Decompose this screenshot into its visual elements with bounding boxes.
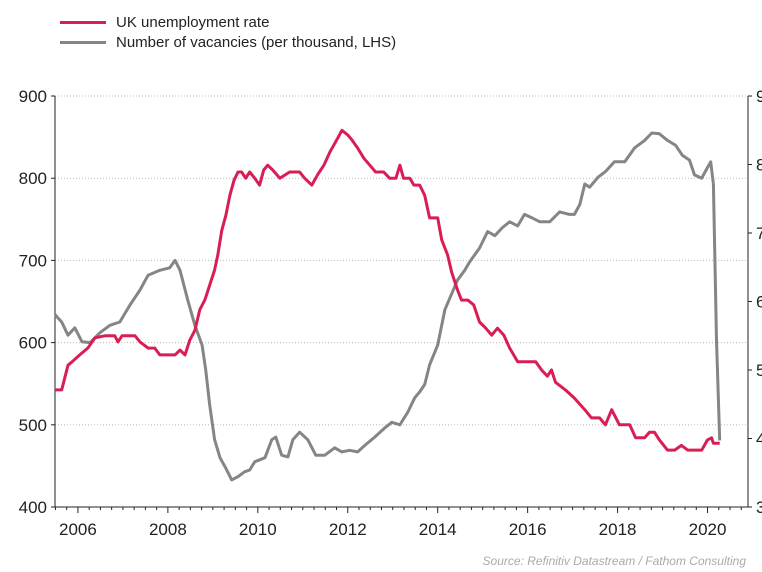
y-left-tick-label: 800 bbox=[19, 169, 47, 188]
y-right-tick-label: 9 bbox=[756, 87, 762, 106]
x-tick-label: 2014 bbox=[419, 520, 457, 539]
y-right-tick-label: 5 bbox=[756, 361, 762, 380]
y-right-tick-label: 7 bbox=[756, 224, 762, 243]
y-left-tick-label: 700 bbox=[19, 251, 47, 270]
x-tick-label: 2020 bbox=[689, 520, 727, 539]
legend: UK unemployment rate Number of vacancies… bbox=[60, 12, 396, 52]
legend-swatch-vacancies bbox=[60, 40, 106, 44]
x-tick-label: 2016 bbox=[509, 520, 547, 539]
y-right-tick-label: 4 bbox=[756, 430, 762, 449]
y-left-tick-label: 400 bbox=[19, 498, 47, 517]
y-right-tick-label: 6 bbox=[756, 293, 762, 312]
y-left-tick-label: 500 bbox=[19, 416, 47, 435]
legend-item-vacancies: Number of vacancies (per thousand, LHS) bbox=[60, 32, 396, 52]
legend-label-unemployment: UK unemployment rate bbox=[116, 13, 270, 31]
x-tick-label: 2012 bbox=[329, 520, 367, 539]
legend-item-unemployment: UK unemployment rate bbox=[60, 12, 396, 32]
y-left-tick-label: 900 bbox=[19, 87, 47, 106]
legend-label-vacancies: Number of vacancies (per thousand, LHS) bbox=[116, 33, 397, 51]
x-tick-label: 2010 bbox=[239, 520, 277, 539]
x-tick-label: 2006 bbox=[59, 520, 97, 539]
x-tick-label: 2018 bbox=[599, 520, 637, 539]
y-right-tick-label: 3 bbox=[756, 498, 762, 517]
source-note: Source: Refinitiv Datastream / Fathom Co… bbox=[482, 554, 746, 568]
x-tick-label: 2008 bbox=[149, 520, 187, 539]
y-right-tick-label: 8 bbox=[756, 156, 762, 175]
vacancies-line bbox=[53, 131, 722, 482]
legend-swatch-unemployment bbox=[60, 20, 106, 24]
y-left-tick-label: 600 bbox=[19, 334, 47, 353]
unemployment-line bbox=[55, 128, 720, 452]
